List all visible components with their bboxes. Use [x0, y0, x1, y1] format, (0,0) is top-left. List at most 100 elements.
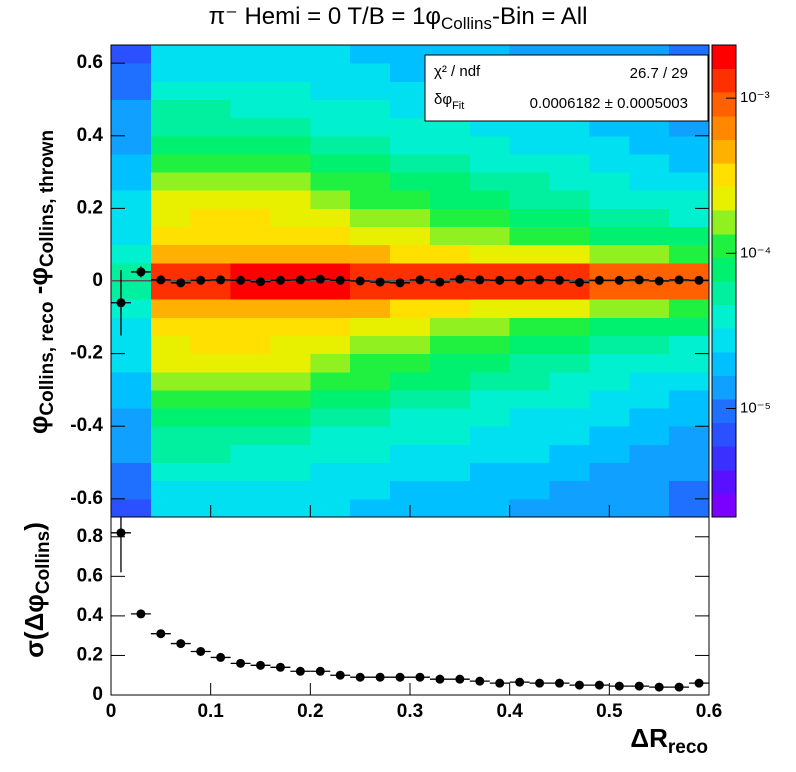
heatmap-cell: [390, 244, 431, 264]
heatmap-cell: [350, 281, 391, 300]
heatmap-cell: [390, 208, 431, 228]
x-axis-label-part: ΔR: [630, 723, 668, 753]
heatmap-cell: [390, 226, 431, 246]
heatmap-cell: [629, 299, 670, 318]
heatmap-cell: [150, 281, 192, 300]
heatmap-cell: [469, 462, 511, 482]
heatmap-cell: [350, 45, 391, 64]
data-point: [694, 678, 704, 688]
y-axis-label-part: σ(Δφ: [19, 594, 49, 658]
heatmap-cell: [549, 135, 590, 155]
heatmap-cell: [190, 408, 232, 427]
heatmap-cell: [310, 335, 351, 355]
heatmap-cell: [230, 99, 271, 119]
heatmap-cell: [549, 226, 590, 246]
heatmap-cell: [589, 281, 630, 300]
colorbar-swatch: [712, 304, 736, 329]
data-point: [315, 274, 325, 284]
y-tick-label: 0.8: [77, 526, 103, 547]
heatmap-cell: [111, 353, 152, 373]
heatmap-cell: [469, 353, 511, 373]
heatmap-cell: [669, 135, 710, 155]
heatmap-cell: [589, 226, 630, 246]
data-point: [614, 275, 624, 285]
data-point: [216, 275, 226, 285]
heatmap-cell: [669, 226, 710, 246]
heatmap-cell: [509, 444, 551, 464]
colorbar-swatch: [712, 92, 736, 117]
heatmap-cell: [111, 408, 152, 427]
x-tick-label: 0.6: [696, 701, 722, 722]
heatmap-cell: [190, 462, 232, 482]
heatmap-cell: [230, 444, 271, 464]
heatmap-cell: [509, 208, 551, 228]
heatmap-cell: [629, 498, 670, 518]
heatmap-cell: [589, 371, 630, 391]
heatmap-cell: [669, 172, 710, 191]
heatmap-cell: [350, 153, 391, 173]
heatmap-cell: [310, 117, 351, 137]
data-point: [136, 609, 146, 619]
colorbar-swatch: [712, 351, 736, 376]
heatmap-cell: [310, 389, 351, 409]
heatmap-cell: [669, 244, 710, 264]
heatmap-cell: [629, 135, 670, 155]
heatmap-cell: [230, 389, 271, 409]
heatmap-cell: [150, 353, 192, 373]
heatmap-cell: [549, 317, 590, 336]
heatmap-cell: [429, 244, 471, 264]
heatmap-cell: [549, 480, 590, 500]
heatmap-cell: [509, 190, 551, 209]
heatmap-cell: [549, 208, 590, 228]
data-point: [634, 275, 644, 285]
heatmap-cell: [350, 389, 391, 409]
colorbar-tick-label: 10⁻⁴: [740, 244, 771, 261]
heatmap-cell: [350, 244, 391, 264]
heatmap-cell: [509, 353, 551, 373]
heatmap-cell: [310, 208, 351, 228]
heatmap-cell: [469, 226, 511, 246]
heatmap-cell: [150, 135, 192, 155]
heatmap-cell: [190, 335, 232, 355]
heatmap-cell: [629, 444, 670, 464]
heatmap-cell: [429, 135, 471, 155]
heatmap-cell: [469, 117, 511, 137]
heatmap-cell: [310, 45, 351, 64]
heatmap-cell: [469, 190, 511, 209]
colorbar-swatch: [712, 68, 736, 93]
x-axis-label-part: reco: [668, 737, 708, 758]
heatmap-cell: [629, 190, 670, 209]
heatmap-cell: [230, 462, 271, 482]
colorbar-tick-label: 10⁻³: [740, 89, 770, 106]
heatmap-cell: [230, 45, 271, 64]
heatmap-cell: [310, 426, 351, 445]
data-point: [694, 275, 704, 285]
heatmap-cell: [390, 462, 431, 482]
heatmap-cell: [469, 135, 511, 155]
heatmap-cell: [549, 190, 590, 209]
y-axis-label-part: ): [19, 522, 49, 531]
heatmap-cell: [390, 299, 431, 318]
heatmap-cell: [310, 244, 351, 264]
colorbar-swatch: [712, 186, 736, 211]
heatmap-cell: [509, 153, 551, 173]
heatmap-cell: [629, 172, 670, 191]
heatmap-cell: [150, 408, 192, 427]
heatmap-cell: [429, 208, 471, 228]
heatmap-cell: [190, 81, 232, 100]
y-tick-label: -0.6: [70, 488, 103, 509]
heatmap-cell: [150, 498, 192, 518]
heatmap-cell: [111, 63, 152, 82]
colorbar-swatch: [712, 233, 736, 258]
heatmap-cell: [429, 190, 471, 209]
heatmap-cell: [270, 426, 311, 445]
heatmap-cell: [589, 135, 630, 155]
y-tick-label: 0: [92, 684, 103, 705]
colorbar-swatch: [712, 139, 736, 164]
colorbar-swatch: [712, 375, 736, 400]
heatmap-cell: [589, 299, 630, 318]
heatmap-cell: [429, 353, 471, 373]
heatmap-cell: [310, 172, 351, 191]
heatmap-cell: [270, 281, 311, 300]
data-point: [275, 662, 285, 672]
